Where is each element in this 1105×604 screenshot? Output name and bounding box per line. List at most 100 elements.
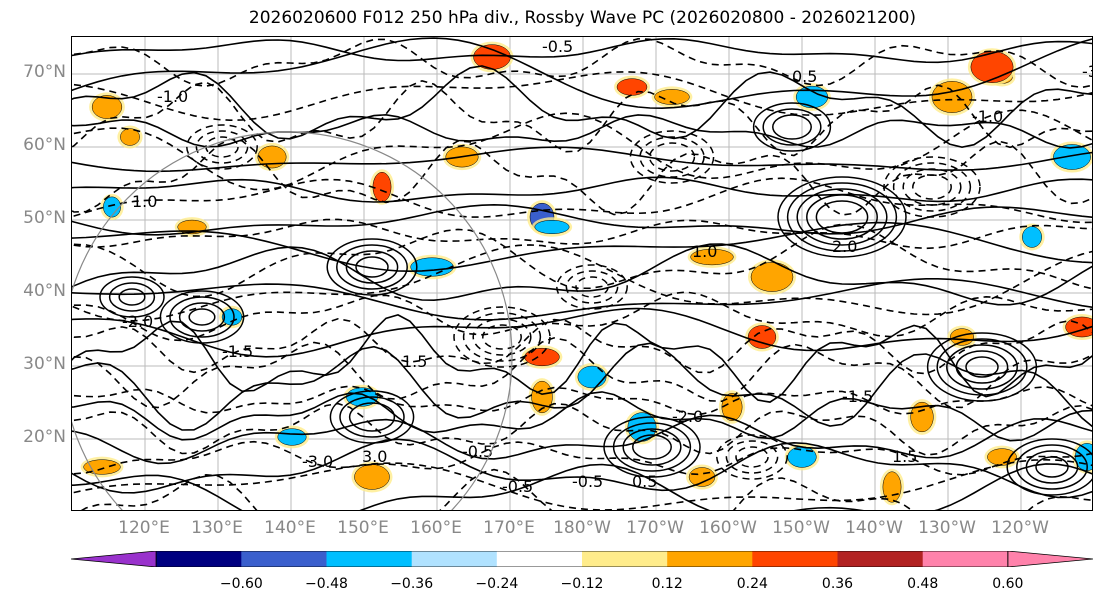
positive-contour-loop	[99, 276, 165, 318]
negative-contour	[72, 317, 1092, 375]
contour-label: -0.5	[502, 477, 533, 496]
longitude-label: 170°W	[626, 518, 684, 538]
divergence-fill	[577, 365, 607, 389]
negative-contour	[72, 337, 1092, 409]
divergence-fills	[80, 41, 1092, 506]
divergence-fill	[616, 78, 648, 96]
contour-label: -1.0	[972, 107, 1003, 126]
negative-contour	[72, 79, 1092, 157]
contour-label: 1.0	[692, 242, 717, 261]
negative-contour-loop	[648, 142, 696, 172]
positive-contour-loop	[329, 390, 415, 444]
divergence-fill	[795, 85, 829, 109]
map-panel: -0.5 0.5 -1.0 1.0 -1.5 1.5 -2.0 2.0 -3.0 3.0 -0.5 -…	[71, 36, 1093, 511]
negative-contour	[72, 109, 1092, 191]
divergence-fill	[688, 467, 716, 487]
negative-contour-loop	[912, 174, 952, 200]
divergence-fill	[354, 464, 390, 490]
negative-contour	[72, 440, 1092, 476]
contour-labels: -0.5 0.5 -1.0 1.0 -1.5 1.5 -2.0 2.0 -3.0 3.0 -0.5 -…	[122, 37, 1093, 496]
colorbar-tick-label: −0.48	[305, 576, 348, 592]
positive-contour-loop	[603, 416, 701, 478]
negative-contour-loop	[195, 130, 249, 164]
colorbar-segment	[496, 551, 583, 567]
longitude-label: 170°E	[483, 518, 535, 538]
negative-contour	[72, 244, 1092, 322]
positive-contour	[72, 438, 1092, 499]
positive-contour	[72, 221, 1092, 273]
positive-contour-loop	[326, 238, 418, 296]
colorbar-segment	[411, 551, 498, 567]
positive-contour	[72, 414, 1092, 465]
latitude-label: 20°N	[23, 427, 66, 447]
positive-contour	[72, 278, 1092, 321]
negative-contour-loop	[462, 312, 542, 362]
divergence-fill	[882, 471, 902, 503]
positive-contour	[72, 113, 1092, 149]
colorbar-tick-label: 0.48	[907, 576, 939, 592]
positive-contour	[72, 463, 1092, 510]
positive-contour	[72, 314, 1092, 403]
map-title: 2026020600 F012 250 hPa div., Rossby Wav…	[248, 8, 917, 28]
latitude-label: 50°N	[23, 208, 66, 228]
positive-contour-loop	[348, 402, 396, 432]
negative-contour	[72, 71, 1092, 122]
contour-label: 2.0	[832, 237, 857, 256]
divergence-fill	[120, 128, 140, 146]
colorbar-tick-label: −0.12	[560, 576, 604, 592]
positive-contour-loop	[339, 396, 405, 438]
positive-contour-loop	[169, 296, 235, 338]
divergence-fill	[750, 262, 794, 292]
colorbar-tick-label: 0.60	[992, 576, 1024, 592]
positive-contour-loop	[786, 182, 898, 252]
positive-contour-loop	[622, 428, 682, 466]
contour-label: 3.0	[362, 447, 387, 466]
negative-contour	[72, 458, 1092, 510]
negative-contour-loop	[629, 130, 715, 184]
highlight-circle	[72, 131, 513, 510]
colorbar	[71, 551, 1093, 567]
negative-contour-loop	[482, 324, 522, 350]
positive-contour-loop	[936, 338, 1028, 396]
divergence-fill	[654, 89, 690, 105]
positive-contour-loop	[159, 290, 245, 344]
positive-contour-loop	[1025, 450, 1079, 484]
positive-contour-loop	[632, 434, 672, 460]
positive-contour	[72, 391, 1092, 442]
negative-contour-loop	[892, 162, 972, 212]
positive-contour	[72, 342, 1092, 431]
colorbar-segment	[582, 551, 668, 567]
colorbar-segment	[837, 551, 924, 567]
negative-contour	[72, 402, 1092, 456]
colorbar-tick-label: 0.24	[736, 576, 768, 592]
contour-label: -3.0	[1082, 62, 1093, 81]
colorbar-tick-label: 0.36	[821, 576, 854, 592]
contour-label: 0.5	[632, 472, 657, 491]
negative-contour	[72, 218, 1092, 250]
positive-contour-loop	[118, 288, 146, 306]
colorbar-tick-label: −0.60	[219, 576, 263, 592]
negative-contour-loop	[716, 434, 788, 480]
colorbar-extend-low	[71, 551, 157, 567]
positive-contour-loop	[355, 256, 389, 278]
contour-label: -2.0	[122, 312, 153, 331]
negative-contour-loop	[565, 270, 619, 304]
contour-label: 1.5	[892, 447, 917, 466]
divergence-fill	[524, 347, 560, 367]
contour-label: -1.5	[842, 387, 873, 406]
positive-contour-loop	[612, 422, 692, 472]
positive-contour-loop	[336, 244, 408, 290]
negative-contour-loop	[902, 168, 962, 206]
contour-label: -0.5	[572, 472, 603, 491]
negative-contour-loop	[639, 136, 705, 178]
longitude-label: 160°W	[699, 518, 757, 538]
positive-contour-loop	[796, 188, 888, 246]
divergence-fill	[277, 428, 307, 446]
contour-label: 1.0	[132, 192, 157, 211]
contour-label: 0.5	[792, 67, 817, 86]
contour-label: -2.0	[672, 407, 703, 426]
contour-label: -1.0	[157, 87, 188, 106]
negative-contour-loop	[556, 264, 628, 310]
positive-contour	[72, 37, 1092, 110]
longitude-label: 120°E	[118, 518, 170, 538]
